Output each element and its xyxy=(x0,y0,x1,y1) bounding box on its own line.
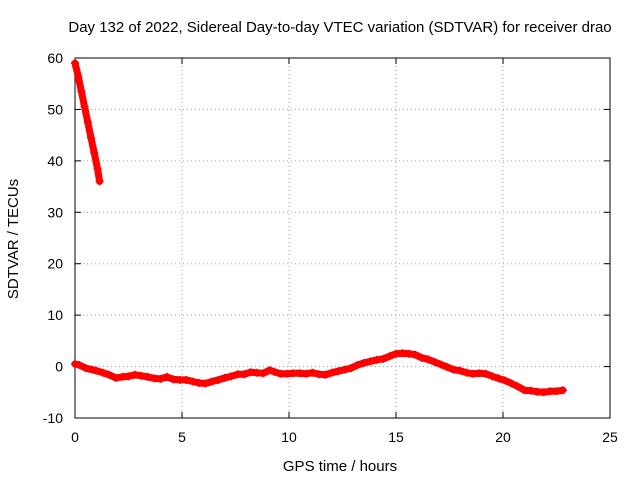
data-point xyxy=(539,388,548,397)
y-tick-label: 0 xyxy=(55,359,63,375)
data-point xyxy=(302,369,311,378)
data-point xyxy=(353,361,362,370)
data-point xyxy=(259,369,268,378)
data-point xyxy=(366,357,375,366)
data-point xyxy=(501,376,510,385)
data-point xyxy=(111,373,120,382)
data-point xyxy=(417,353,426,362)
data-point xyxy=(220,373,229,382)
data-point xyxy=(95,177,104,186)
data-point xyxy=(201,379,210,388)
data-point xyxy=(137,371,146,380)
data-point xyxy=(163,372,172,381)
data-point xyxy=(449,365,458,374)
data-point xyxy=(124,372,133,381)
x-tick-label: 20 xyxy=(495,429,511,445)
y-tick-label: 10 xyxy=(47,307,63,323)
data-point xyxy=(105,370,114,379)
y-tick-label: 60 xyxy=(47,50,63,66)
data-point xyxy=(507,379,516,388)
data-point xyxy=(462,368,471,377)
data-point xyxy=(443,363,452,372)
data-point xyxy=(347,364,356,373)
x-axis-label: GPS time / hours xyxy=(283,458,397,475)
data-point xyxy=(227,372,236,381)
data-point xyxy=(87,133,96,142)
series-daily-variation xyxy=(71,349,567,397)
y-tick-label: 20 xyxy=(47,256,63,272)
y-tick-label: 50 xyxy=(47,101,63,117)
data-point xyxy=(214,375,223,384)
data-point xyxy=(513,382,522,391)
data-point xyxy=(90,149,99,158)
data-point xyxy=(359,358,368,367)
data-point xyxy=(327,368,336,377)
data-point xyxy=(77,87,86,96)
x-tick-label: 15 xyxy=(388,429,404,445)
data-point xyxy=(488,372,497,381)
data-point xyxy=(340,365,349,374)
data-point xyxy=(379,354,388,363)
data-point xyxy=(240,370,249,379)
data-point xyxy=(385,352,394,361)
data-point xyxy=(424,355,433,364)
data-point xyxy=(321,370,330,379)
data-point xyxy=(71,59,79,68)
plot-frame xyxy=(74,57,611,419)
data-point xyxy=(81,364,90,373)
y-tick-label: 30 xyxy=(47,204,63,220)
data-point xyxy=(74,72,83,80)
data-point xyxy=(75,361,84,370)
data-series xyxy=(71,59,567,397)
data-point xyxy=(411,350,420,359)
data-point xyxy=(436,360,445,369)
x-tick-label: 25 xyxy=(602,429,618,445)
data-point xyxy=(156,374,165,383)
chart-title: Day 132 of 2022, Sidereal Day-to-day VTE… xyxy=(68,19,611,36)
data-point xyxy=(83,118,92,127)
data-point xyxy=(207,377,216,386)
x-tick-label: 0 xyxy=(71,429,79,445)
y-tick-label: 40 xyxy=(47,153,63,169)
data-point xyxy=(270,367,279,376)
data-point xyxy=(71,360,79,368)
x-tick-label: 10 xyxy=(281,429,297,445)
data-point xyxy=(526,386,535,395)
y-tick-label: -10 xyxy=(43,410,63,426)
grid-lines xyxy=(75,58,610,418)
data-point xyxy=(558,386,567,395)
data-point xyxy=(188,377,197,386)
data-point xyxy=(494,374,503,383)
series-early-steep xyxy=(71,59,104,186)
data-point xyxy=(404,349,413,358)
data-point xyxy=(456,366,465,375)
data-point xyxy=(93,164,102,173)
data-point xyxy=(182,375,191,384)
data-point xyxy=(481,369,490,378)
data-point xyxy=(308,368,317,377)
axis-ticks: 0 5 10 15 20 25 -10 0 10 20 30 40 50 60 xyxy=(43,50,618,445)
data-point xyxy=(98,368,107,377)
data-point xyxy=(265,366,274,375)
data-point xyxy=(143,372,152,381)
data-point xyxy=(80,102,89,111)
data-point xyxy=(88,365,97,374)
data-point xyxy=(92,366,101,375)
y-axis-label: SDTVAR / TECUs xyxy=(5,179,22,299)
data-point xyxy=(430,357,439,366)
data-point xyxy=(334,367,343,376)
data-point xyxy=(372,355,381,364)
data-point xyxy=(130,370,139,379)
data-point xyxy=(552,387,561,396)
x-tick-label: 5 xyxy=(178,429,186,445)
